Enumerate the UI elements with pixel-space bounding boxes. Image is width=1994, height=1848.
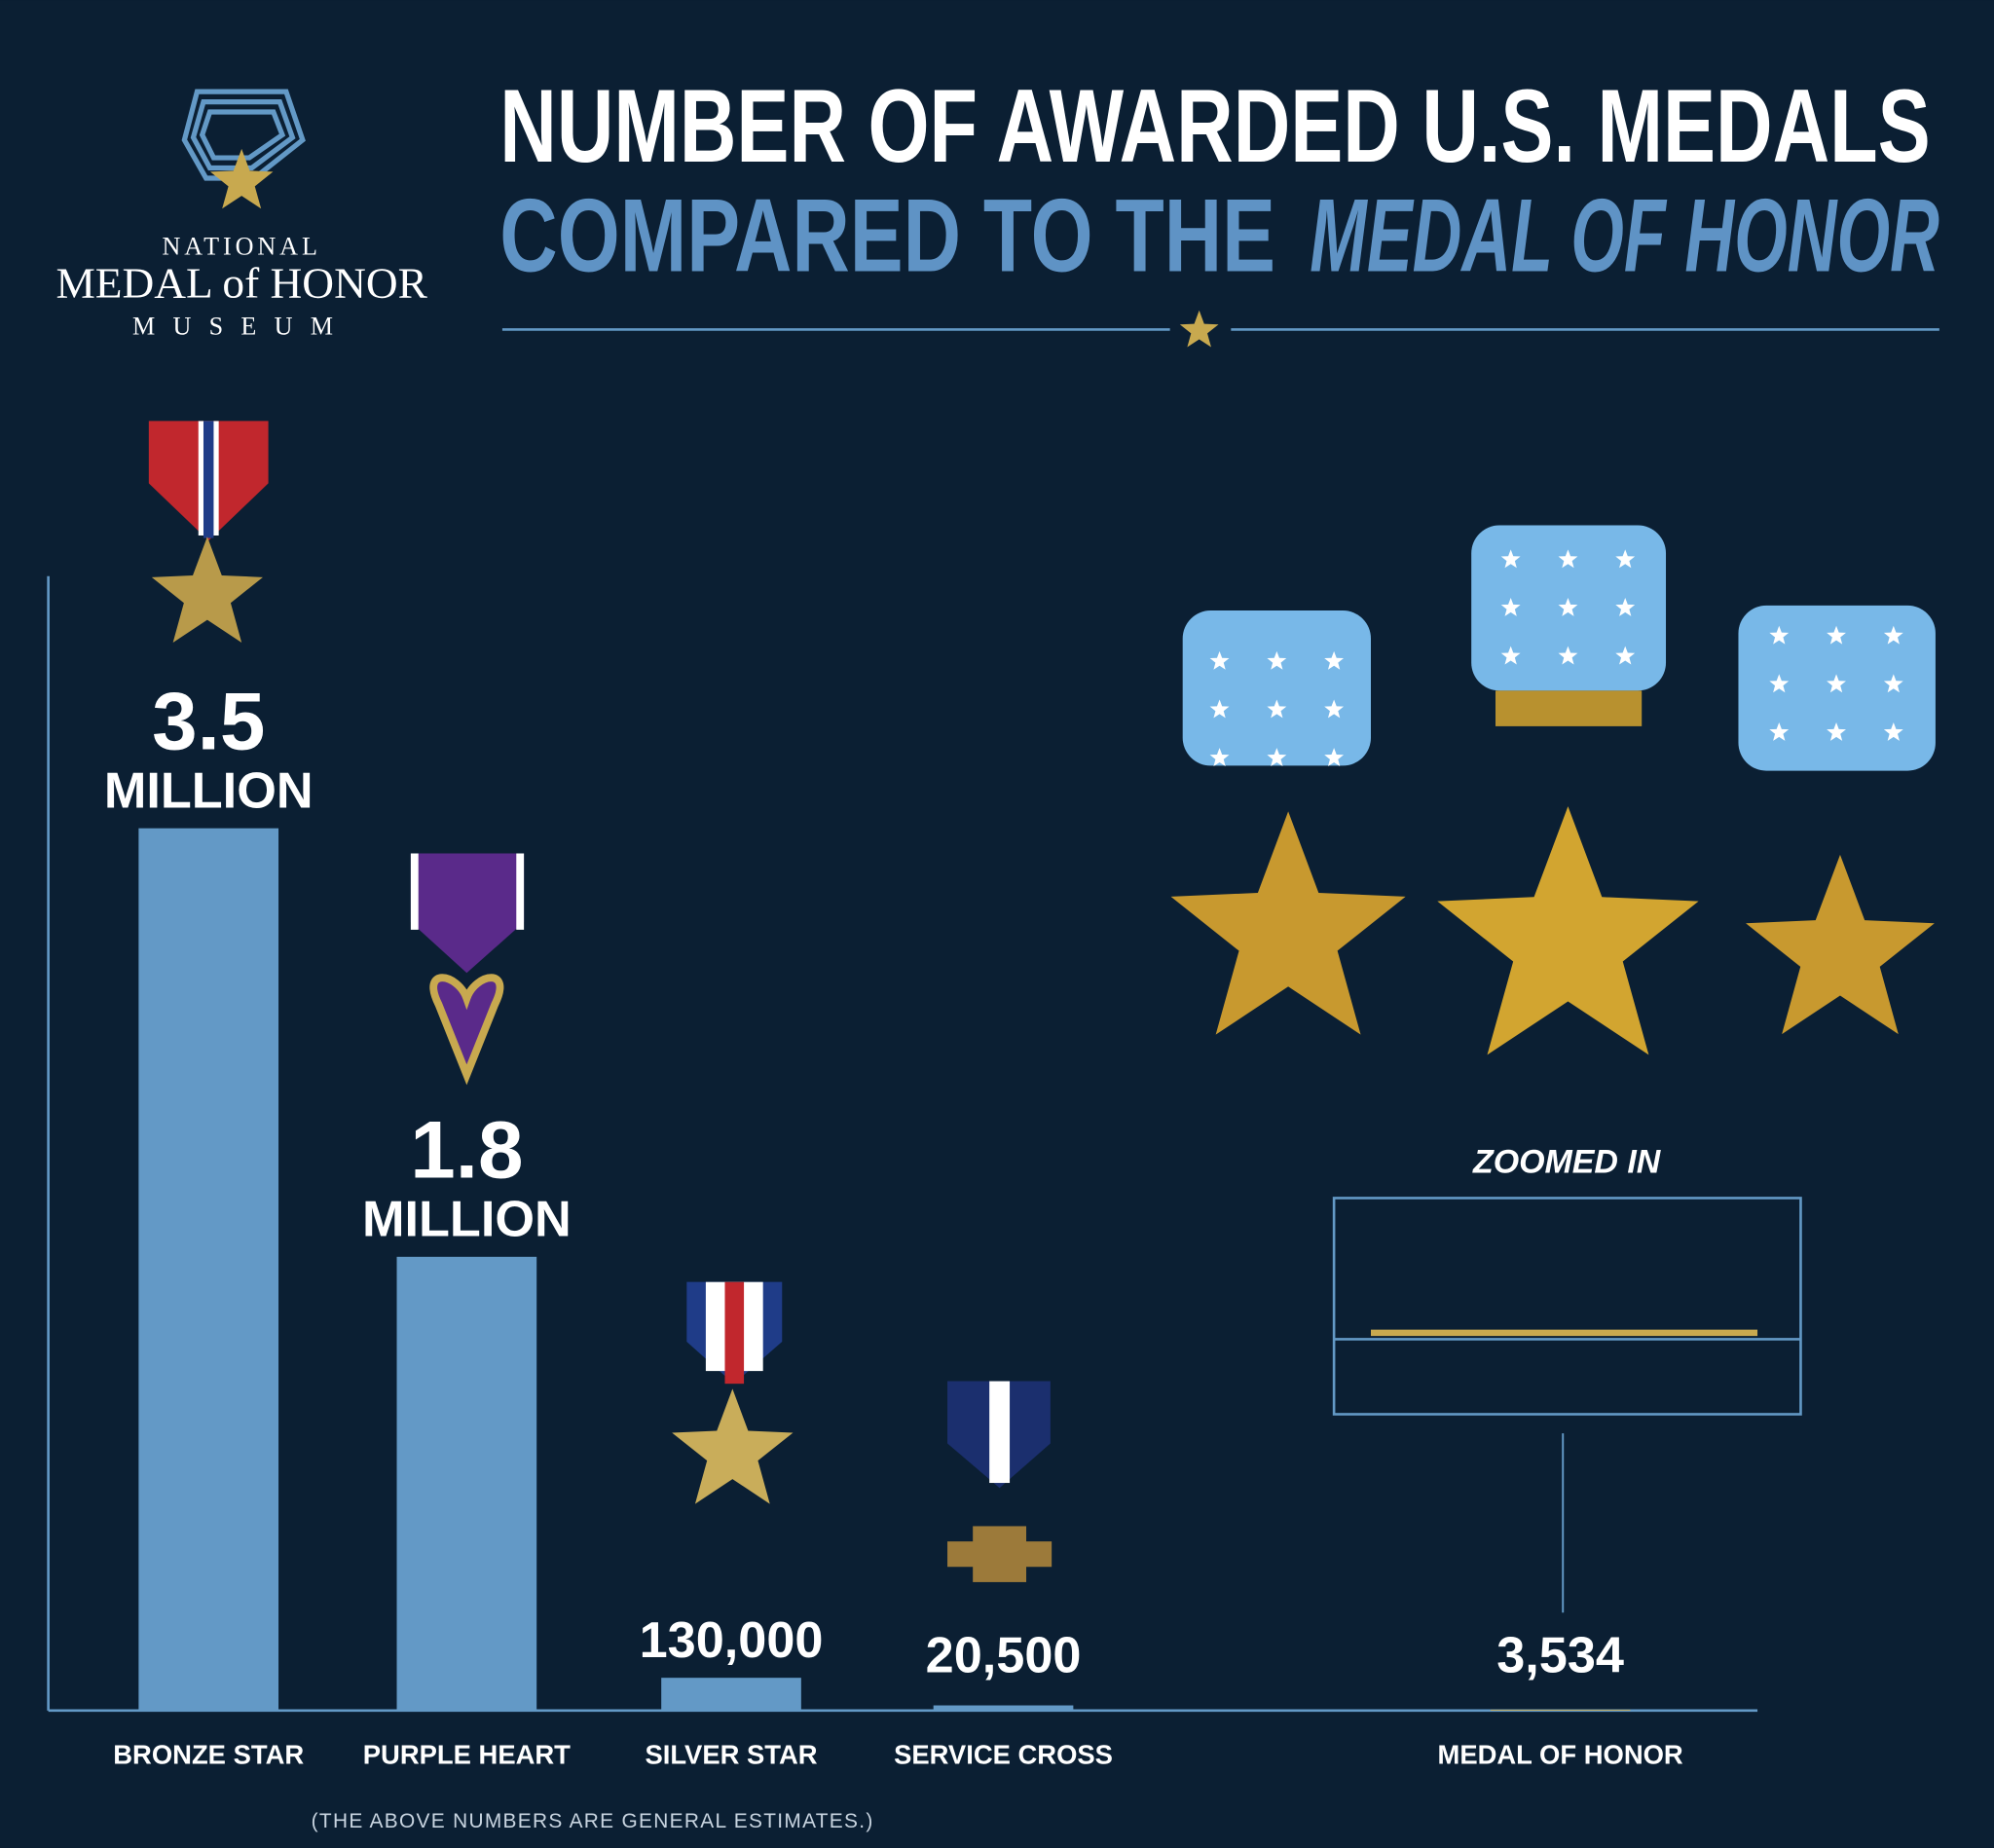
value-label: 3.5 MILLION: [103, 675, 314, 819]
star-icon: [209, 148, 274, 209]
star-icon: [1324, 650, 1345, 670]
logo-line: MUSEUM: [132, 313, 351, 341]
bar: [933, 1705, 1074, 1711]
star-icon: [1209, 650, 1230, 670]
value-label: 1.8 MILLION: [361, 1103, 572, 1247]
star-icon: [1170, 811, 1406, 1035]
star-icon: [1883, 674, 1903, 693]
chart-subtitle-emphasis: MEDAL OF HONOR: [1310, 176, 1939, 293]
star-icon: [1769, 721, 1790, 741]
star-icon: [672, 1388, 794, 1504]
value-label-wrap: 3,534: [1345, 1466, 1777, 1682]
value-label-wrap: 3.5 MILLION: [0, 602, 425, 819]
star-icon: [1827, 674, 1846, 693]
value-label-wrap: 20,500: [787, 1466, 1219, 1682]
x-tick-label: MEDAL OF HONOR: [1437, 1740, 1682, 1770]
value-label-box: 3.5 MILLION: [0, 602, 425, 819]
value-label-wrap: 1.8 MILLION: [250, 1030, 683, 1247]
zoom-box: [1332, 1197, 1802, 1416]
star-icon: [1500, 549, 1521, 569]
value-label: 130,000: [639, 1612, 824, 1668]
star-icon: [1558, 549, 1578, 569]
star-icon: [1267, 699, 1287, 719]
value-label: 20,500: [925, 1627, 1082, 1683]
star-icon: [1615, 646, 1636, 665]
x-tick-label: BRONZE STAR: [113, 1740, 304, 1770]
star-icon: [1179, 310, 1219, 348]
star-icon: [1827, 721, 1846, 741]
value-label-box: 130,000: [515, 1452, 947, 1668]
x-tick-label: SERVICE CROSS: [894, 1740, 1113, 1770]
star-icon: [1769, 674, 1790, 693]
bar: [138, 828, 279, 1711]
value-label-box: 3,534: [1345, 1466, 1777, 1682]
logo-name: MEDAL of HONOR: [55, 259, 427, 308]
x-tick-label: SILVER STAR: [645, 1740, 817, 1770]
value-label-wrap: 130,000: [515, 1452, 947, 1668]
star-icon: [1746, 854, 1935, 1035]
star-icon: [1883, 721, 1903, 741]
star-icon: [1324, 699, 1345, 719]
bar: [396, 1256, 537, 1711]
star-icon: [1267, 650, 1287, 670]
star-icon: [1500, 646, 1521, 665]
x-tick-label: PURPLE HEART: [363, 1740, 571, 1770]
star-icon: [1324, 748, 1345, 767]
star-icon: [1437, 806, 1699, 1055]
value-label: 3,534: [1496, 1627, 1624, 1683]
star-icon: [1558, 597, 1578, 616]
star-icon: [1615, 597, 1636, 616]
logo-line: NATIONAL: [162, 232, 320, 260]
star-icon: [1209, 699, 1230, 719]
star-icon: [151, 536, 263, 643]
star-icon: [1615, 549, 1636, 569]
chart-subtitle: COMPARED TO THE: [499, 176, 1275, 293]
star-icon: [1827, 625, 1846, 645]
star-icon: [1209, 748, 1230, 767]
star-icon: [1558, 646, 1578, 665]
annotation: ZOOMED IN: [1472, 1143, 1662, 1180]
bar: [1490, 1709, 1631, 1711]
value-label-box: 1.8 MILLION: [250, 1030, 683, 1247]
bar: [661, 1678, 801, 1711]
value-label-box: 20,500: [787, 1466, 1219, 1682]
footnote: (THE ABOVE NUMBERS ARE GENERAL ESTIMATES…: [312, 1810, 874, 1832]
chart-title: NUMBER OF AWARDED U.S. MEDALS: [499, 67, 1930, 184]
star-icon: [1769, 625, 1790, 645]
star-icon: [1267, 748, 1287, 767]
star-icon: [1883, 625, 1903, 645]
star-icon: [1500, 597, 1521, 616]
